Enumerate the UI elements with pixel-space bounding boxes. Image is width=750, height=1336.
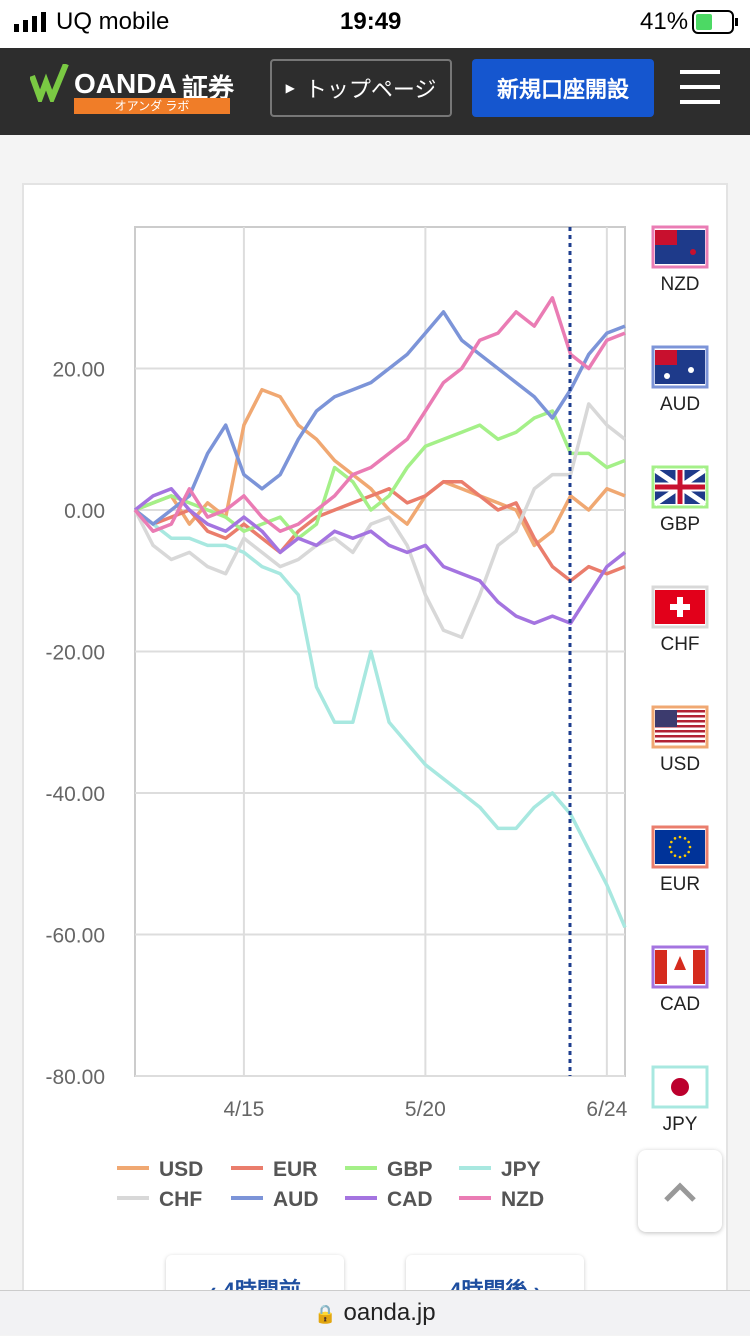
logo: OANDA xyxy=(74,68,177,99)
clock: 19:49 xyxy=(340,8,402,35)
flag xyxy=(668,845,672,849)
legend-label: NZD xyxy=(501,1188,544,1211)
legend-label: CHF xyxy=(159,1188,202,1211)
flag xyxy=(673,854,677,857)
legend-label: JPY xyxy=(501,1158,541,1181)
legend-label: CAD xyxy=(387,1188,433,1211)
flag xyxy=(690,249,696,255)
battery-level: 41% xyxy=(640,8,689,35)
series-line xyxy=(133,402,627,640)
logo-sub: オアンダ ラボ xyxy=(74,98,230,114)
status-bar: UQ mobile 19:49 41% xyxy=(0,0,750,48)
top-page-button[interactable]: ▶ トップページ xyxy=(270,59,452,117)
currency-label: NZD xyxy=(660,274,699,295)
arrow: ▶ xyxy=(285,81,295,95)
currency-label: USD xyxy=(660,754,700,775)
up-arrow xyxy=(664,1182,696,1202)
flag xyxy=(683,854,687,857)
header: OANDA 証券 オアンダ ラボ ▶ トップページ 新規口座開設 xyxy=(0,48,750,135)
flag xyxy=(655,350,677,365)
url-bar: 🔒 oanda.jp xyxy=(0,1290,750,1335)
flag xyxy=(693,950,705,984)
flag xyxy=(655,710,677,727)
flag xyxy=(688,367,694,373)
y-tick-label: -40.00 xyxy=(45,783,105,806)
flag xyxy=(655,730,705,733)
currency-label: JPY xyxy=(663,1114,698,1135)
flag xyxy=(683,837,687,840)
flag xyxy=(655,470,705,504)
flag xyxy=(655,715,705,718)
x-tick-label: 5/20 xyxy=(405,1098,446,1121)
flag xyxy=(655,830,705,864)
menu-button[interactable] xyxy=(680,70,720,104)
currency-label: CAD xyxy=(660,994,700,1015)
flag xyxy=(655,735,705,738)
legend-label: EUR xyxy=(273,1158,317,1181)
flag xyxy=(655,725,705,728)
currency-label: GBP xyxy=(660,514,700,535)
flag xyxy=(687,850,690,854)
flag xyxy=(655,720,705,723)
y-tick-label: -60.00 xyxy=(45,925,105,948)
flag xyxy=(655,740,705,743)
chart-group: -80.00 -60.00 -40.00 -20.00 0.00 20.00 4/15 5/2… xyxy=(45,225,709,1211)
flag xyxy=(655,710,705,713)
carrier: UQ mobile xyxy=(56,8,170,35)
currency-label: AUD xyxy=(660,394,700,415)
currency-label: EUR xyxy=(660,874,700,895)
logo-mark xyxy=(30,64,69,102)
chart: -80.00 -60.00 -40.00 -20.00 0.00 20.00 4/15 5/2… xyxy=(45,225,709,1211)
flag xyxy=(670,597,690,617)
flag xyxy=(671,1078,689,1096)
flag xyxy=(687,840,690,844)
legend-label: GBP xyxy=(387,1158,433,1181)
battery-icon xyxy=(692,10,738,34)
flag xyxy=(655,950,667,984)
currency-label: CHF xyxy=(660,634,699,655)
flag xyxy=(688,845,692,849)
series-line xyxy=(133,508,627,929)
chart-card xyxy=(22,183,728,1323)
scroll-top-button[interactable] xyxy=(638,1150,722,1232)
series-line xyxy=(133,479,626,583)
flag xyxy=(678,835,682,839)
flag xyxy=(670,850,673,854)
x-tick-label: 6/24 xyxy=(586,1098,627,1121)
flag xyxy=(664,373,670,379)
legend-label: AUD xyxy=(273,1188,319,1211)
url: oanda.jp xyxy=(343,1299,436,1326)
signal-icon xyxy=(14,12,46,32)
flag xyxy=(673,837,677,840)
series-line xyxy=(133,310,626,526)
top-page-text: トップページ xyxy=(304,77,437,102)
flag xyxy=(655,230,677,245)
flag xyxy=(678,855,682,859)
open-account-button[interactable]: 新規口座開設 xyxy=(472,59,654,117)
lock-icon: 🔒 xyxy=(314,1304,337,1324)
y-tick-label: -20.00 xyxy=(45,642,105,665)
y-tick-label: 0.00 xyxy=(64,500,105,523)
flag xyxy=(670,840,673,844)
legend-label: USD xyxy=(159,1158,203,1181)
y-tick-label: -80.00 xyxy=(45,1066,105,1089)
series-line xyxy=(133,296,626,533)
y-tick-label: 20.00 xyxy=(52,359,105,382)
series-line xyxy=(134,387,626,548)
flag xyxy=(674,956,686,970)
series-line xyxy=(133,487,627,625)
x-tick-label: 4/15 xyxy=(223,1098,264,1121)
